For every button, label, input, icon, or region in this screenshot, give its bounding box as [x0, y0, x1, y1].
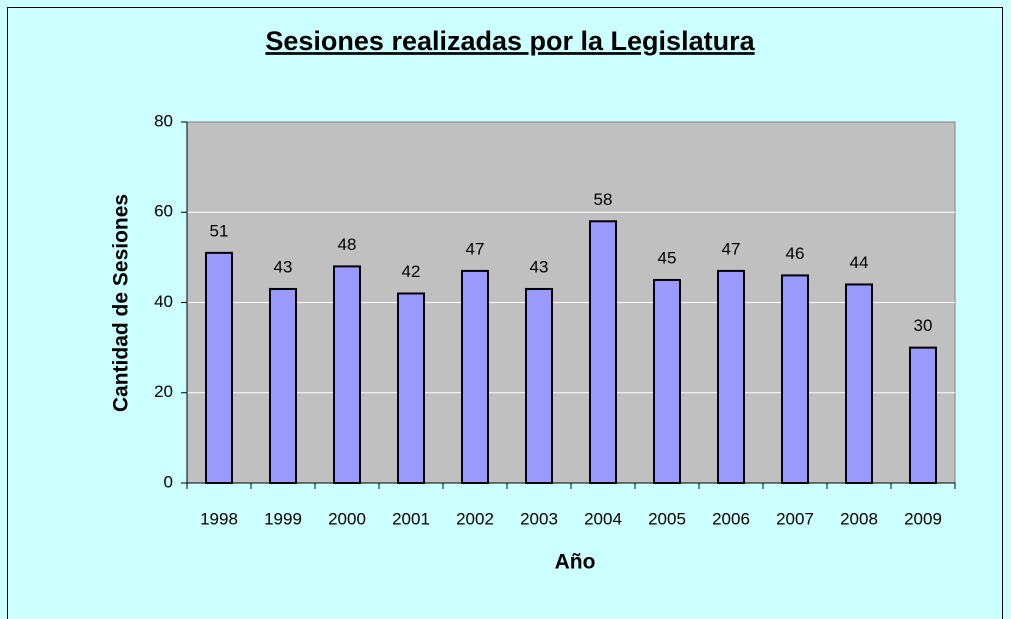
bar — [781, 274, 809, 484]
bar — [205, 251, 233, 484]
x-tick-label: 2005 — [648, 509, 686, 528]
data-label: 42 — [402, 262, 421, 281]
data-label: 47 — [722, 239, 741, 258]
y-tick-label: 20 — [154, 382, 173, 401]
data-label: 51 — [210, 221, 229, 240]
bar — [397, 292, 425, 484]
x-tick-label: 1998 — [200, 509, 238, 528]
bar — [333, 265, 361, 484]
data-label: 43 — [274, 257, 293, 276]
data-label: 58 — [594, 190, 613, 209]
x-tick-label: 2001 — [392, 509, 430, 528]
data-label: 46 — [786, 244, 805, 263]
data-label: 43 — [530, 257, 549, 276]
bar — [845, 283, 873, 485]
bar — [589, 220, 617, 484]
y-axis-title: Cantidad de Sesiones — [110, 194, 133, 412]
x-tick-label: 2004 — [584, 509, 622, 528]
data-label: 45 — [658, 248, 677, 267]
data-label: 47 — [466, 239, 485, 258]
x-tick-label: 2006 — [712, 509, 750, 528]
x-tick-label: 2007 — [776, 509, 814, 528]
bar — [909, 346, 937, 484]
x-tick-label: 2008 — [840, 509, 878, 528]
bar — [717, 269, 745, 484]
y-tick-label: 0 — [164, 472, 173, 491]
x-tick-label: 2002 — [456, 509, 494, 528]
x-axis-title: Año — [555, 551, 596, 574]
x-tick-label: 2000 — [328, 509, 366, 528]
y-tick-label: 80 — [154, 111, 173, 130]
y-tick-label: 40 — [154, 292, 173, 311]
bar — [269, 287, 297, 484]
x-tick-label: 1999 — [264, 509, 302, 528]
bar — [653, 278, 681, 484]
data-label: 48 — [338, 235, 357, 254]
chart-title: Sesiones realizadas por la Legislatura — [265, 26, 755, 56]
x-tick-label: 2003 — [520, 509, 558, 528]
bar — [461, 269, 489, 484]
x-tick-label: 2009 — [904, 509, 942, 528]
y-tick-label: 60 — [154, 202, 173, 221]
data-label: 44 — [850, 253, 869, 272]
data-label: 30 — [914, 316, 933, 335]
bar — [525, 287, 553, 484]
